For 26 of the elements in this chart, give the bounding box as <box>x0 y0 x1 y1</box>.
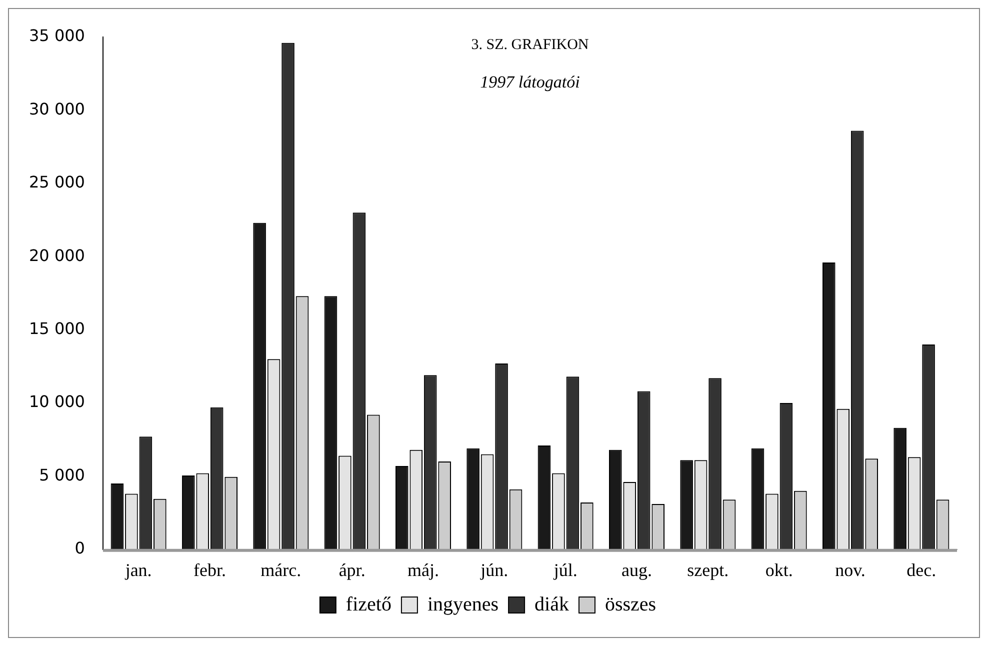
text: 1997 látogatói <box>480 72 580 92</box>
x-tick-label: aug. <box>621 560 652 580</box>
x-tick-label: febr. <box>193 560 226 580</box>
x-tick-label: dec. <box>906 560 936 580</box>
legend-label: összes <box>604 593 656 616</box>
x-tick-label: szept. <box>687 560 729 580</box>
legend-label: diák <box>534 593 569 616</box>
y-tick-label: 10 000 <box>29 392 85 412</box>
x-tick-label: ápr. <box>338 560 366 580</box>
y-tick-label: 15 000 <box>29 318 85 338</box>
y-tick-label: 30 000 <box>29 99 85 118</box>
y-tick-label: 5 000 <box>39 465 85 484</box>
y-tick-label: 25 000 <box>29 172 85 192</box>
legend-label: ingyenes <box>427 593 499 616</box>
legend-label: fizető <box>346 593 392 616</box>
x-tick-label: okt. <box>765 560 793 580</box>
x-tick-label: jan. <box>124 560 152 580</box>
y-tick-label: 0 <box>74 538 85 558</box>
x-tick-label: nov. <box>835 560 866 580</box>
x-tick-label: márc. <box>260 560 302 580</box>
y-tick-label: 20 000 <box>29 246 85 265</box>
y-tick-label: 35 000 <box>29 26 85 46</box>
x-tick-label: jún. <box>480 560 508 580</box>
x-tick-label: máj. <box>407 560 439 580</box>
chart-title: 3. SZ. GRAFIKON <box>471 36 589 53</box>
x-tick-label: júl. <box>552 560 578 580</box>
